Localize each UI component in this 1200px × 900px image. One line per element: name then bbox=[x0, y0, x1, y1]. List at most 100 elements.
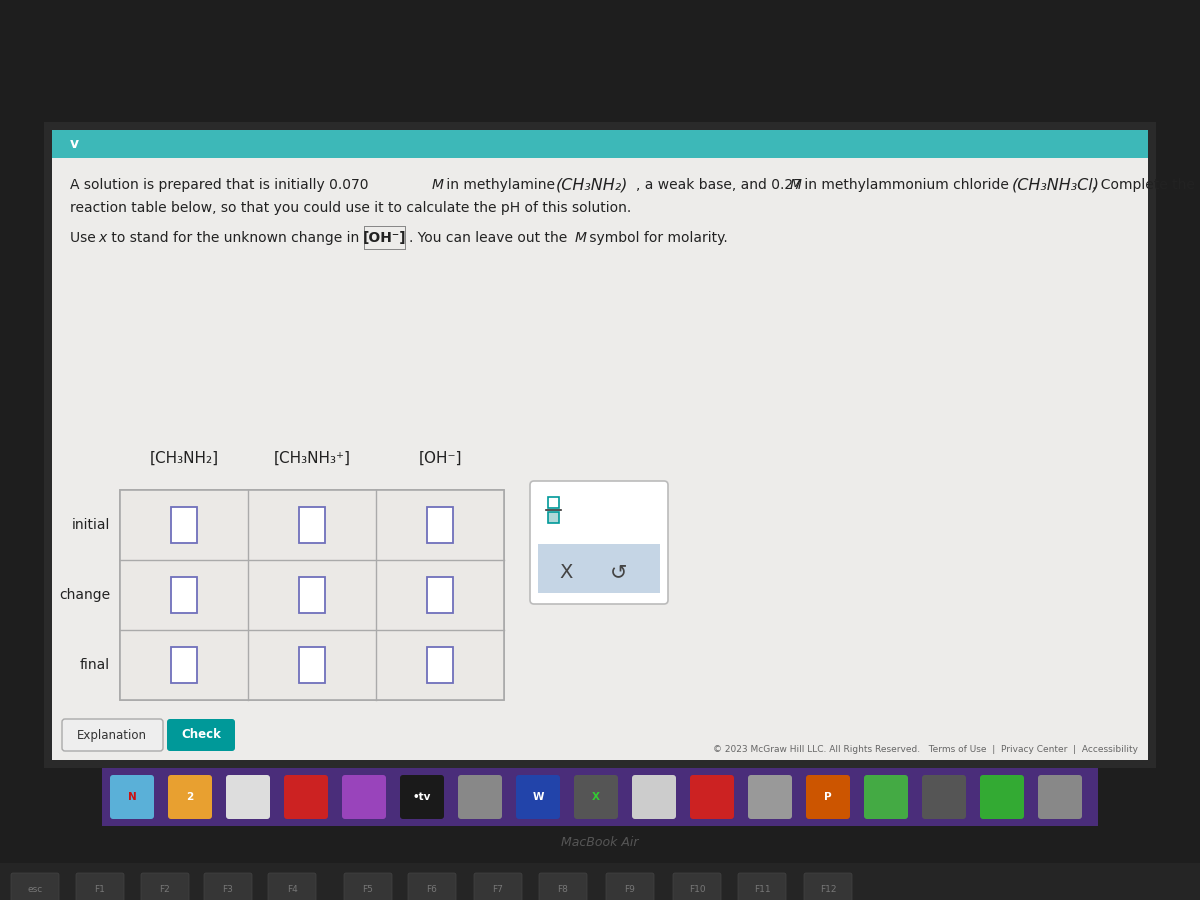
Text: Check: Check bbox=[181, 728, 221, 742]
FancyBboxPatch shape bbox=[530, 481, 668, 604]
FancyBboxPatch shape bbox=[748, 775, 792, 819]
FancyBboxPatch shape bbox=[738, 873, 786, 900]
Text: F2: F2 bbox=[160, 886, 170, 895]
Text: esc: esc bbox=[28, 886, 43, 895]
Text: F4: F4 bbox=[287, 886, 298, 895]
Text: reaction table below, so that you could use it to calculate the pH of this solut: reaction table below, so that you could … bbox=[70, 201, 631, 215]
FancyBboxPatch shape bbox=[516, 775, 560, 819]
Bar bbox=[538, 544, 660, 593]
Bar bbox=[52, 130, 1148, 158]
Bar bbox=[52, 738, 1148, 760]
Text: M: M bbox=[575, 231, 587, 245]
Text: © 2023 McGraw Hill LLC. All Rights Reserved.   Terms of Use  |  Privacy Center  : © 2023 McGraw Hill LLC. All Rights Reser… bbox=[713, 744, 1138, 753]
FancyBboxPatch shape bbox=[268, 873, 316, 900]
FancyBboxPatch shape bbox=[574, 775, 618, 819]
FancyBboxPatch shape bbox=[204, 873, 252, 900]
FancyBboxPatch shape bbox=[539, 873, 587, 900]
Text: to stand for the unknown change in: to stand for the unknown change in bbox=[107, 231, 362, 245]
Text: [CH₃NH₂]: [CH₃NH₂] bbox=[150, 451, 218, 465]
Bar bbox=[299, 577, 325, 613]
Bar bbox=[427, 647, 454, 683]
FancyBboxPatch shape bbox=[804, 873, 852, 900]
FancyBboxPatch shape bbox=[76, 873, 124, 900]
Text: MacBook Air: MacBook Air bbox=[562, 836, 638, 850]
Bar bbox=[364, 226, 406, 250]
Text: [CH₃NH₃⁺]: [CH₃NH₃⁺] bbox=[274, 451, 350, 465]
FancyBboxPatch shape bbox=[408, 873, 456, 900]
FancyBboxPatch shape bbox=[980, 775, 1024, 819]
Text: symbol for molarity.: symbol for molarity. bbox=[586, 231, 727, 245]
Text: F7: F7 bbox=[492, 886, 504, 895]
Text: F9: F9 bbox=[624, 886, 636, 895]
FancyBboxPatch shape bbox=[864, 775, 908, 819]
FancyBboxPatch shape bbox=[344, 873, 392, 900]
Text: A solution is prepared that is initially 0.070: A solution is prepared that is initially… bbox=[70, 178, 371, 192]
Text: N: N bbox=[127, 792, 137, 802]
Text: [OH⁻]: [OH⁻] bbox=[419, 451, 462, 465]
Bar bbox=[120, 490, 504, 700]
Text: change: change bbox=[59, 588, 110, 602]
Text: in methylamine: in methylamine bbox=[442, 178, 558, 192]
Text: x: x bbox=[98, 231, 107, 245]
Text: initial: initial bbox=[72, 518, 110, 532]
Text: M: M bbox=[432, 178, 444, 192]
Bar bbox=[52, 130, 1148, 760]
Text: F12: F12 bbox=[820, 886, 836, 895]
FancyBboxPatch shape bbox=[226, 775, 270, 819]
Text: , a weak base, and 0.27: , a weak base, and 0.27 bbox=[636, 178, 805, 192]
Bar bbox=[365, 227, 406, 249]
FancyBboxPatch shape bbox=[142, 873, 190, 900]
Text: (CH₃NH₃Cl): (CH₃NH₃Cl) bbox=[1012, 177, 1100, 193]
Text: F10: F10 bbox=[689, 886, 706, 895]
Bar bbox=[172, 507, 197, 543]
Text: W: W bbox=[533, 792, 544, 802]
Bar bbox=[548, 497, 559, 508]
Text: X: X bbox=[592, 792, 600, 802]
Text: in methylammonium chloride: in methylammonium chloride bbox=[800, 178, 1012, 192]
Text: F1: F1 bbox=[95, 886, 106, 895]
Text: 2: 2 bbox=[186, 792, 193, 802]
Text: M: M bbox=[790, 178, 802, 192]
Text: [OH⁻]: [OH⁻] bbox=[364, 231, 407, 245]
Bar bbox=[172, 647, 197, 683]
FancyBboxPatch shape bbox=[342, 775, 386, 819]
FancyBboxPatch shape bbox=[632, 775, 676, 819]
Bar bbox=[427, 577, 454, 613]
Text: . Complete the: . Complete the bbox=[1092, 178, 1195, 192]
FancyBboxPatch shape bbox=[922, 775, 966, 819]
FancyBboxPatch shape bbox=[167, 719, 235, 751]
FancyBboxPatch shape bbox=[606, 873, 654, 900]
FancyBboxPatch shape bbox=[110, 775, 154, 819]
Bar bbox=[0, 863, 1200, 900]
FancyBboxPatch shape bbox=[673, 873, 721, 900]
Text: final: final bbox=[80, 658, 110, 672]
FancyBboxPatch shape bbox=[168, 775, 212, 819]
Bar bbox=[548, 512, 559, 523]
FancyBboxPatch shape bbox=[11, 873, 59, 900]
Bar bbox=[44, 122, 1156, 768]
Text: (CH₃NH₂): (CH₃NH₂) bbox=[556, 177, 629, 193]
FancyBboxPatch shape bbox=[690, 775, 734, 819]
Text: . You can leave out the: . You can leave out the bbox=[409, 231, 570, 245]
Text: F6: F6 bbox=[426, 886, 438, 895]
Bar bbox=[299, 507, 325, 543]
Text: Use: Use bbox=[70, 231, 100, 245]
FancyBboxPatch shape bbox=[1038, 775, 1082, 819]
Text: •tv: •tv bbox=[413, 792, 431, 802]
Text: Explanation: Explanation bbox=[77, 728, 148, 742]
FancyBboxPatch shape bbox=[400, 775, 444, 819]
Text: X: X bbox=[559, 562, 572, 581]
Text: F5: F5 bbox=[362, 886, 373, 895]
Text: F11: F11 bbox=[754, 886, 770, 895]
Text: v: v bbox=[70, 137, 78, 151]
Text: F3: F3 bbox=[222, 886, 234, 895]
Bar bbox=[299, 647, 325, 683]
Bar bbox=[427, 507, 454, 543]
FancyBboxPatch shape bbox=[62, 719, 163, 751]
Bar bbox=[172, 577, 197, 613]
FancyBboxPatch shape bbox=[806, 775, 850, 819]
FancyBboxPatch shape bbox=[284, 775, 328, 819]
FancyBboxPatch shape bbox=[474, 873, 522, 900]
Bar bbox=[102, 768, 1098, 826]
Text: ↺: ↺ bbox=[611, 562, 628, 582]
